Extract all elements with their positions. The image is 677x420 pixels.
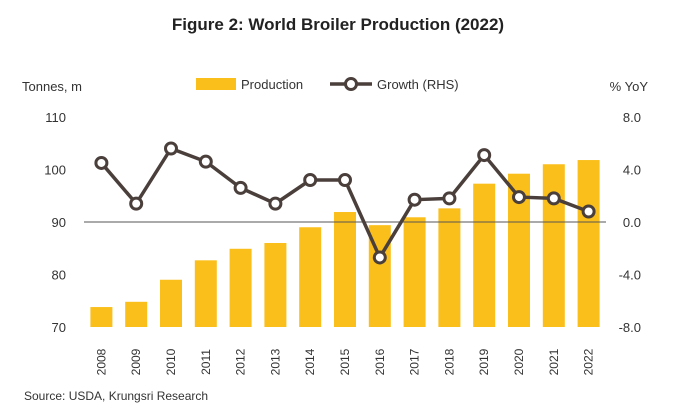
right-tick-label: 0.0: [623, 215, 641, 230]
x-tick-label: 2009: [129, 348, 143, 375]
growth-point-2017: [407, 192, 422, 207]
bar-production-2022: [577, 160, 600, 327]
legend: Production Growth (RHS): [196, 77, 459, 92]
production-bars: [90, 160, 600, 327]
growth-point-2008: [94, 155, 109, 170]
growth-point-2021: [546, 191, 561, 206]
x-tick-label: 2012: [234, 348, 248, 375]
left-axis-ticks: 70 80 90 100 110: [44, 110, 66, 335]
left-tick-label: 70: [52, 320, 66, 335]
growth-point-2010: [164, 141, 178, 156]
right-tick-label: 8.0: [623, 110, 641, 125]
growth-point-2019: [477, 148, 492, 163]
x-tick-label: 2010: [164, 348, 178, 375]
bar-production-2017: [403, 217, 426, 327]
x-tick-label: 2016: [373, 348, 387, 375]
growth-point-2014: [303, 173, 318, 187]
growth-point-2016: [372, 250, 387, 265]
legend-swatch-growth-marker: [344, 77, 358, 91]
x-tick-label: 2022: [582, 348, 596, 375]
x-tick-label: 2019: [477, 348, 491, 375]
legend-label-growth: Growth (RHS): [377, 77, 459, 92]
growth-point-2011: [198, 154, 213, 169]
bar-production-2009: [125, 301, 148, 327]
right-tick-label: 4.0: [623, 163, 641, 178]
x-tick-label: 2015: [338, 348, 352, 375]
legend-swatch-production: [196, 78, 236, 90]
growth-point-2015: [338, 173, 352, 187]
growth-point-2013: [268, 196, 283, 211]
x-tick-label: 2013: [268, 348, 282, 375]
left-axis-label: Tonnes, m: [22, 79, 82, 94]
bar-production-2019: [473, 183, 496, 327]
bar-production-2010: [160, 279, 182, 327]
bar-production-2020: [508, 173, 530, 327]
x-axis-ticks: 2008 2009 2010 2011 2012 2013 2014 2015 2016 2017…: [94, 348, 595, 375]
bar-production-2014: [299, 227, 322, 327]
bar-production-2011: [194, 260, 217, 327]
x-tick-label: 2020: [512, 348, 526, 375]
left-tick-label: 110: [45, 110, 66, 125]
x-tick-label: 2008: [94, 348, 108, 375]
x-tick-label: 2021: [547, 348, 561, 375]
right-axis-ticks: -8.0 -4.0 0.0 4.0 8.0: [619, 110, 641, 335]
right-tick-label: -8.0: [619, 320, 641, 335]
bar-production-2018: [438, 208, 461, 327]
growth-point-2018: [442, 191, 457, 206]
legend-label-production: Production: [241, 77, 303, 92]
chart-title: Figure 2: World Broiler Production (2022…: [172, 15, 504, 34]
growth-point-2009: [129, 196, 144, 211]
bar-production-2008: [90, 307, 113, 327]
growth-point-2022: [581, 204, 596, 219]
bar-production-2015: [334, 212, 356, 327]
x-tick-label: 2017: [408, 348, 422, 375]
x-tick-label: 2014: [303, 348, 317, 375]
right-axis-label: % YoY: [610, 79, 649, 94]
source-note: Source: USDA, Krungsri Research: [24, 389, 208, 403]
bar-production-2021: [542, 164, 565, 327]
growth-markers: [94, 141, 596, 265]
left-tick-label: 90: [52, 215, 66, 230]
bar-production-2013: [264, 243, 287, 327]
right-tick-label: -4.0: [619, 268, 641, 283]
x-tick-label: 2011: [199, 349, 213, 375]
bar-production-2012: [229, 248, 252, 327]
growth-point-2012: [233, 180, 248, 195]
left-tick-label: 100: [44, 163, 66, 178]
x-tick-label: 2018: [442, 348, 456, 375]
growth-point-2020: [512, 190, 526, 205]
left-tick-label: 80: [52, 268, 66, 283]
